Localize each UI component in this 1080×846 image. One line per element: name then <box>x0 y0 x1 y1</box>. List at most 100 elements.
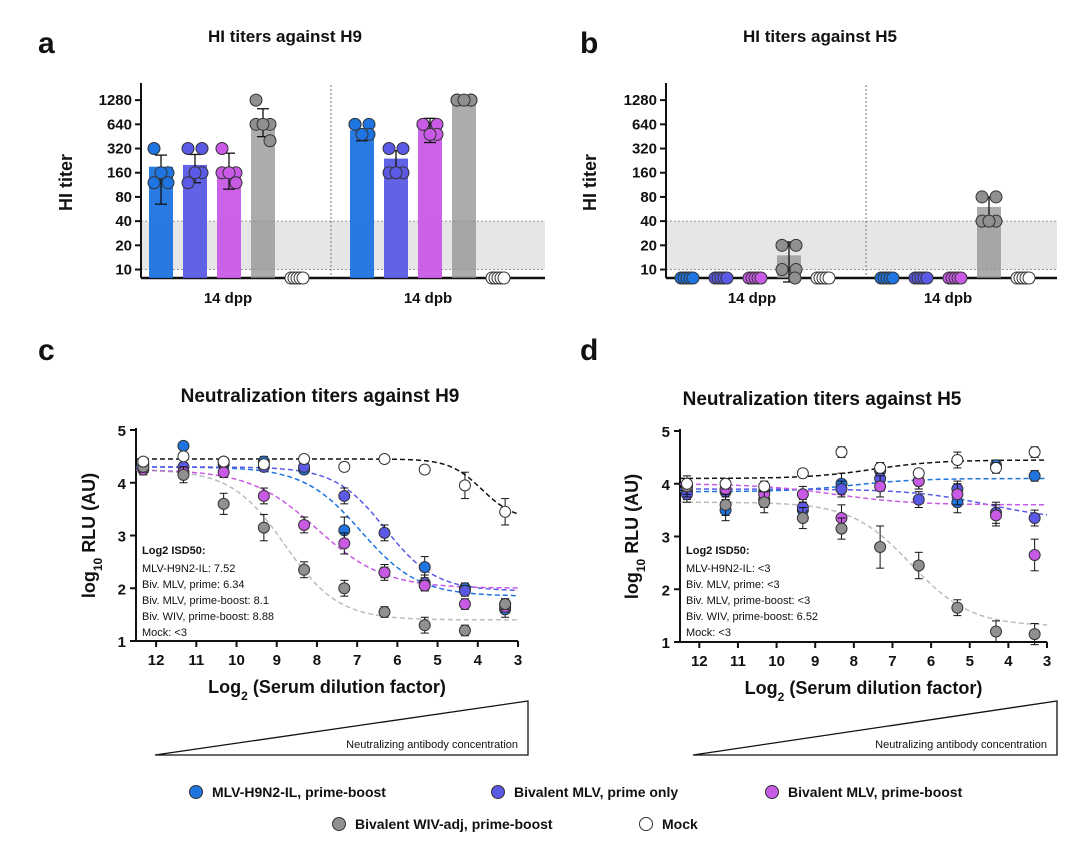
isd50-heading: Log2 ISD50: <box>686 545 750 557</box>
wedge-label: Neutralizing antibody concentration <box>346 739 518 751</box>
data-point <box>298 563 311 576</box>
bar <box>350 130 374 278</box>
data-point <box>177 468 190 481</box>
data-point <box>497 271 511 285</box>
legend-marker <box>332 817 346 831</box>
y-tick-label: 4 <box>118 476 127 493</box>
data-point <box>195 142 209 156</box>
panel-title-a: HI titers against H9 <box>208 27 362 46</box>
panel-a: a HI titers against H9 HI titer 10 20 40 80 160… <box>38 27 545 307</box>
panel-letter-b: b <box>580 27 598 60</box>
data-point <box>378 453 391 466</box>
x-tick-label: 10 <box>228 652 245 669</box>
data-point <box>758 496 771 509</box>
y-tick-label: 3 <box>118 529 126 546</box>
isd50-line: MLV-H9N2-IL: <3 <box>686 563 770 575</box>
y-tick-label: 40 <box>640 213 657 230</box>
data-point <box>215 142 229 156</box>
x-tick-label: 4 <box>1004 653 1013 670</box>
data-point <box>499 598 512 611</box>
y-tick-label: 2 <box>118 581 126 598</box>
data-point <box>257 489 270 502</box>
fit-curve <box>680 459 1047 480</box>
data-point <box>458 598 471 611</box>
data-point <box>423 127 437 141</box>
isd50-line: Biv. WIV, prime-boost: 8.88 <box>142 611 274 623</box>
y-axis-label-sub: 10 <box>634 558 648 572</box>
data-point <box>720 271 734 285</box>
data-point <box>338 537 351 550</box>
data-point <box>912 493 925 506</box>
isd50-line: Mock: <3 <box>142 627 187 639</box>
legend-item: Bivalent MLV, prime only <box>491 784 678 800</box>
data-point <box>418 463 431 476</box>
data-point <box>989 190 1003 204</box>
fit-curve <box>679 483 1047 506</box>
data-point <box>147 176 161 190</box>
detection-band <box>141 221 545 270</box>
x-tick-label: 8 <box>313 652 321 669</box>
legend-label: Bivalent MLV, prime only <box>514 784 678 800</box>
isd50-line: Biv. MLV, prime-boost: <3 <box>686 595 810 607</box>
data-point <box>416 117 430 131</box>
data-point <box>298 453 311 466</box>
x-tick-label: 3 <box>1043 653 1051 670</box>
x-tick-label: 12 <box>148 652 165 669</box>
x-axis-label-d: Log2 (Serum dilution factor) <box>745 678 983 704</box>
y-tick-label: 80 <box>115 189 132 206</box>
data-point <box>177 450 190 463</box>
data-point <box>181 176 195 190</box>
isd50-line: Biv. MLV, prime: <3 <box>686 579 780 591</box>
panel-letter-a: a <box>38 27 55 60</box>
data-point <box>382 142 396 156</box>
data-point <box>177 439 190 452</box>
y-tick-label: 3 <box>662 530 670 547</box>
data-point <box>338 582 351 595</box>
data-point <box>355 127 369 141</box>
legend-marker <box>765 785 779 799</box>
data-point <box>257 458 270 471</box>
data-point <box>296 271 310 285</box>
panel-title-b: HI titers against H5 <box>743 27 897 46</box>
x-tick-label: 3 <box>514 652 522 669</box>
data-point <box>1028 446 1041 459</box>
data-point <box>912 559 925 572</box>
data-point <box>874 480 887 493</box>
legend-item: MLV-H9N2-IL, prime-boost <box>189 784 386 800</box>
data-point <box>378 605 391 618</box>
x-tick-label: 12 <box>691 653 708 670</box>
data-point <box>874 541 887 554</box>
y-tick-label: 40 <box>115 213 132 230</box>
data-point <box>147 142 161 156</box>
x-tick-label: 6 <box>927 653 935 670</box>
y-axis-label-main: log <box>79 571 99 598</box>
data-point <box>990 461 1003 474</box>
x-group-label: 14 dpp <box>728 290 776 307</box>
data-point <box>990 509 1003 522</box>
data-point <box>754 271 768 285</box>
data-point <box>788 271 802 285</box>
data-point <box>458 584 471 597</box>
y-tick-label: 1 <box>662 635 670 652</box>
y-axis-label-rest: RLU (AU) <box>622 474 642 559</box>
data-point <box>951 488 964 501</box>
data-point <box>686 271 700 285</box>
fit-curve <box>136 469 519 589</box>
data-point <box>822 271 836 285</box>
data-point <box>954 271 968 285</box>
panel-b: b HI titers against H5 HI titer 10 20 40 80 160… <box>580 27 1057 307</box>
data-point <box>217 466 230 479</box>
data-point <box>418 579 431 592</box>
x-tick-label: 8 <box>850 653 858 670</box>
x-tick-label: 11 <box>188 652 204 669</box>
y-tick-label: 160 <box>107 165 132 182</box>
x-axis-label-main: Log <box>745 678 778 698</box>
x-tick-label: 5 <box>433 652 441 669</box>
y-axis-label-sub: 10 <box>91 557 105 571</box>
data-point <box>457 93 471 107</box>
data-point <box>982 214 996 228</box>
y-axis-label-c: log10 RLU (AU) <box>79 473 105 598</box>
y-tick-label: 4 <box>662 477 671 494</box>
